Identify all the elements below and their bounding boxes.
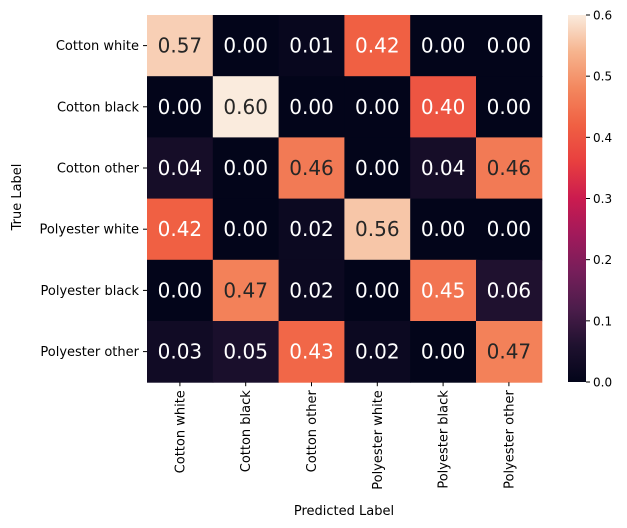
cell-value-label: 0.04 [158, 156, 203, 180]
heatmap-cell [344, 15, 411, 77]
cell-value-label: 0.46 [289, 156, 334, 180]
cell-value-label: 0.02 [355, 340, 400, 364]
heatmap-cell [410, 137, 477, 200]
heatmap-cell [410, 76, 477, 138]
heatmap-cell [344, 76, 411, 138]
heatmap-cell [344, 198, 411, 261]
cell-value-label: 0.57 [158, 34, 203, 58]
cell-value-label: 0.46 [487, 156, 532, 180]
cell-value-label: 0.00 [223, 34, 268, 58]
cell-value-label: 0.00 [289, 95, 334, 119]
heatmap-cell [410, 259, 477, 322]
y-tick-label: Cotton other [57, 162, 140, 177]
y-tick-label: Cotton black [57, 100, 140, 115]
cell-value-label: 0.43 [289, 340, 334, 364]
colorbar-tick-label: 0.2 [593, 253, 612, 267]
x-tick-label: Polyester other [502, 390, 517, 489]
cell-value-label: 0.56 [355, 217, 400, 241]
cell-value-label: 0.00 [355, 278, 400, 302]
y-tick-label: Polyester black [41, 284, 140, 299]
heatmap-cell [344, 321, 411, 383]
cell-value-label: 0.00 [487, 95, 532, 119]
x-tick-label: Polyester white [371, 390, 386, 490]
cell-value-label: 0.45 [421, 278, 466, 302]
cell-value-label: 0.05 [223, 340, 268, 364]
heatmap-cell [147, 137, 214, 200]
x-tick-label: Cotton other [305, 390, 320, 473]
x-tick-label: Polyester black [437, 390, 452, 489]
colorbar-tick-label: 0.6 [593, 9, 612, 23]
heatmap-cell [476, 76, 543, 138]
x-tick-label: Cotton black [239, 390, 254, 473]
cell-value-label: 0.00 [355, 95, 400, 119]
heatmap-cell [476, 259, 543, 322]
colorbar-tick-label: 0.4 [593, 131, 612, 145]
heatmap-cells: 0.57 0.00 0.01 0.42 0.00 0.00 0.00 0.60 0.00 0.00… [147, 15, 543, 383]
heatmap-cell [476, 198, 543, 261]
y-tick-label: Polyester white [39, 223, 139, 238]
heatmap-cell [278, 137, 345, 200]
cell-value-label: 0.00 [223, 217, 268, 241]
cell-value-label: 0.60 [223, 95, 268, 119]
heatmap-cell [410, 198, 477, 261]
y-tick-label: Cotton white [56, 39, 139, 54]
colorbar-tick-label: 0.5 [593, 70, 612, 84]
heatmap-cell [212, 259, 280, 322]
cell-value-label: 0.02 [289, 217, 334, 241]
heatmap-cell [476, 321, 543, 383]
colorbar [568, 15, 586, 382]
heatmap-cell [212, 321, 280, 383]
cell-value-label: 0.00 [355, 156, 400, 180]
heatmap-cell [344, 259, 411, 322]
cell-value-label: 0.00 [158, 278, 203, 302]
cell-value-label: 0.01 [289, 34, 334, 58]
cell-value-label: 0.47 [223, 278, 268, 302]
colorbar-tick-label: 0.3 [593, 192, 612, 206]
heatmap-cell [476, 15, 543, 77]
cell-value-label: 0.00 [158, 95, 203, 119]
heatmap-cell [410, 15, 477, 77]
cell-value-label: 0.06 [487, 278, 532, 302]
x-tick-label: Cotton white [173, 390, 188, 473]
heatmap-cell [147, 198, 214, 261]
heatmap-cell [212, 15, 280, 77]
cell-value-label: 0.42 [355, 34, 400, 58]
cell-value-label: 0.00 [421, 340, 466, 364]
heatmap-cell [278, 259, 345, 322]
colorbar-tick-label: 0.0 [593, 376, 612, 390]
cell-value-label: 0.02 [289, 278, 334, 302]
cell-value-label: 0.00 [421, 217, 466, 241]
cell-value-label: 0.03 [158, 340, 203, 364]
heatmap-cell [212, 137, 280, 200]
x-axis-label: Predicted Label [294, 504, 394, 519]
heatmap-cell [410, 321, 477, 383]
colorbar-tick-label: 0.1 [593, 314, 612, 328]
heatmap-cell [278, 76, 345, 138]
heatmap-cell [278, 321, 345, 383]
heatmap-cell [212, 198, 280, 261]
cell-value-label: 0.47 [487, 340, 532, 364]
heatmap-cell [278, 198, 345, 261]
heatmap-cell [278, 15, 345, 77]
y-tick-labels: Cotton white Cotton black Cotton other Poly… [39, 39, 147, 360]
y-axis-label: True Label [10, 164, 25, 232]
heatmap-cell [344, 137, 411, 200]
colorbar-ticks: 0.0 0.1 0.2 0.3 0.4 0.5 0.6 [586, 9, 612, 390]
cell-value-label: 0.40 [421, 95, 466, 119]
cell-value-label: 0.00 [487, 34, 532, 58]
cell-value-label: 0.42 [158, 217, 203, 241]
heatmap-cell [212, 76, 280, 138]
heatmap-cell [147, 321, 214, 383]
cell-value-label: 0.00 [223, 156, 268, 180]
heatmap-cell [147, 15, 214, 77]
heatmap-cell [147, 76, 214, 138]
x-tick-labels: Cotton white Cotton black Cotton other Poly… [173, 382, 517, 490]
heatmap-cell [476, 137, 543, 200]
cell-value-label: 0.00 [487, 217, 532, 241]
cell-value-label: 0.04 [421, 156, 466, 180]
y-tick-label: Polyester other [40, 345, 139, 360]
cell-value-label: 0.00 [421, 34, 466, 58]
heatmap-cell [147, 259, 214, 322]
